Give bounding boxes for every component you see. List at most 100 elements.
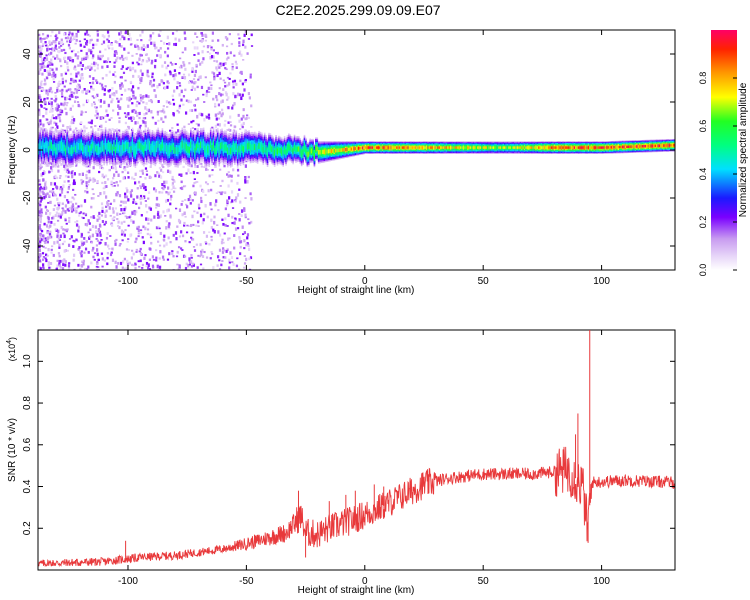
spectrogram-cell <box>124 168 127 172</box>
spectrogram-cell <box>199 243 202 247</box>
spectrogram-cell <box>41 45 44 47</box>
spectrogram-cell <box>92 255 95 259</box>
spectrogram-cell <box>166 198 170 202</box>
spectrogram-cell <box>323 149 326 154</box>
spectrogram-cell <box>65 111 68 116</box>
spectrogram-cell <box>161 191 164 194</box>
spectrogram-cell <box>44 194 48 198</box>
spectrogram-cell <box>145 170 149 173</box>
spectrogram-cell <box>221 141 223 149</box>
spectrogram-cell <box>434 146 437 149</box>
spectrogram-cell <box>100 83 104 87</box>
spectrogram-cell <box>148 39 151 42</box>
spectrogram-cell <box>104 220 108 224</box>
spectrogram-cell <box>188 263 192 266</box>
spectrogram-cell <box>192 143 195 151</box>
spectrogram-cell <box>135 53 138 55</box>
spectrogram-cell <box>49 121 52 125</box>
spectrogram-cell <box>169 202 172 206</box>
spectrogram-cell <box>83 45 86 48</box>
spectrogram-cell <box>39 37 42 41</box>
spectrogram-cell <box>211 55 214 59</box>
spectrogram-cell <box>38 187 42 191</box>
spectrogram-cell <box>67 146 70 154</box>
spectrogram-cell <box>228 146 230 153</box>
spectrogram-cell <box>56 107 59 112</box>
spectrogram-cell <box>91 249 94 252</box>
spectrogram-cell <box>169 129 172 132</box>
spectrogram-cell <box>234 200 237 203</box>
spectrogram-cell <box>120 97 123 101</box>
spectrogram-cell <box>145 53 148 56</box>
spectrogram-cell <box>225 144 228 151</box>
spectrogram-cell <box>52 216 55 220</box>
spectrogram-cell <box>80 76 83 80</box>
spectrogram-cell <box>227 174 230 178</box>
spectrogram-cell <box>136 38 139 41</box>
spectrogram-cell <box>232 104 235 107</box>
spectrogram-cell <box>216 255 220 259</box>
spectrogram-cell <box>246 236 249 240</box>
spectrogram-cell <box>136 61 139 64</box>
spectrogram-cell <box>229 129 232 132</box>
spectrogram-cell <box>184 111 188 115</box>
spectrogram-cell <box>50 245 54 248</box>
spectrogram-cell <box>72 146 74 154</box>
spectrogram-cell <box>189 223 193 228</box>
spectrogram-cell <box>62 124 65 127</box>
spectrogram-cell <box>117 262 120 265</box>
spectrogram-cell <box>174 62 177 66</box>
spectrogram-cell <box>97 99 101 102</box>
spectrogram-cell <box>105 60 109 64</box>
spectrogram-cell <box>128 98 131 102</box>
spectrogram-cell <box>62 263 65 267</box>
spectrogram-cell <box>69 147 71 155</box>
spectrogram-cell <box>205 234 209 238</box>
spectrogram-cell <box>51 126 54 129</box>
spectrogram-cell <box>67 175 70 179</box>
spectrogram-cell <box>183 63 186 67</box>
spectrogram-cell <box>56 89 59 93</box>
spectrogram-cell <box>180 144 182 152</box>
spectrogram-cell <box>383 146 385 149</box>
spectrogram-cell <box>39 98 42 102</box>
spectrogram-cell <box>285 149 287 155</box>
spectrogram-cell <box>225 45 229 48</box>
spectrogram-cell <box>75 127 78 130</box>
spectrogram-cell <box>105 185 108 188</box>
spectrogram-cell <box>144 199 147 202</box>
spectrogram-cell <box>192 119 195 123</box>
spectrogram-cell <box>63 164 66 168</box>
spectrogram-cell <box>241 144 243 151</box>
spectrogram-cell <box>225 92 228 97</box>
spectrogram-cell <box>73 268 76 270</box>
spectrogram-cell <box>74 193 77 196</box>
spectrogram-cell <box>116 161 119 165</box>
spectrogram-cell <box>46 76 49 80</box>
spectrogram-cell <box>157 119 160 122</box>
spectrogram-cell <box>107 34 111 38</box>
spectrogram-cell <box>82 217 85 220</box>
spectrogram-cell <box>132 198 135 201</box>
spectrogram-cell <box>46 192 49 196</box>
spectrogram-cell <box>71 174 74 179</box>
spectrogram-cell <box>127 176 130 179</box>
spectrogram-cell <box>38 190 42 193</box>
spectrogram-cell <box>53 241 56 245</box>
spectrogram-cell <box>189 202 192 205</box>
spectrogram-cell <box>92 166 95 170</box>
spectrogram-cell <box>61 211 64 215</box>
spectrogram-cell <box>110 117 113 119</box>
spectrogram-cell <box>56 145 59 153</box>
spectrogram-cell <box>222 256 225 259</box>
spectrogram-cell <box>95 262 99 265</box>
spectrogram-cell <box>78 85 81 89</box>
spectrogram-cell <box>39 67 42 71</box>
spectrogram-cell <box>116 184 120 187</box>
spectrogram-cell <box>234 60 238 64</box>
spectrogram-cell <box>43 98 46 102</box>
spectrogram-cell <box>129 191 133 195</box>
spectrogram-cell <box>193 46 196 50</box>
spectrogram-cell <box>217 112 220 115</box>
spectrogram-cell <box>218 233 222 237</box>
